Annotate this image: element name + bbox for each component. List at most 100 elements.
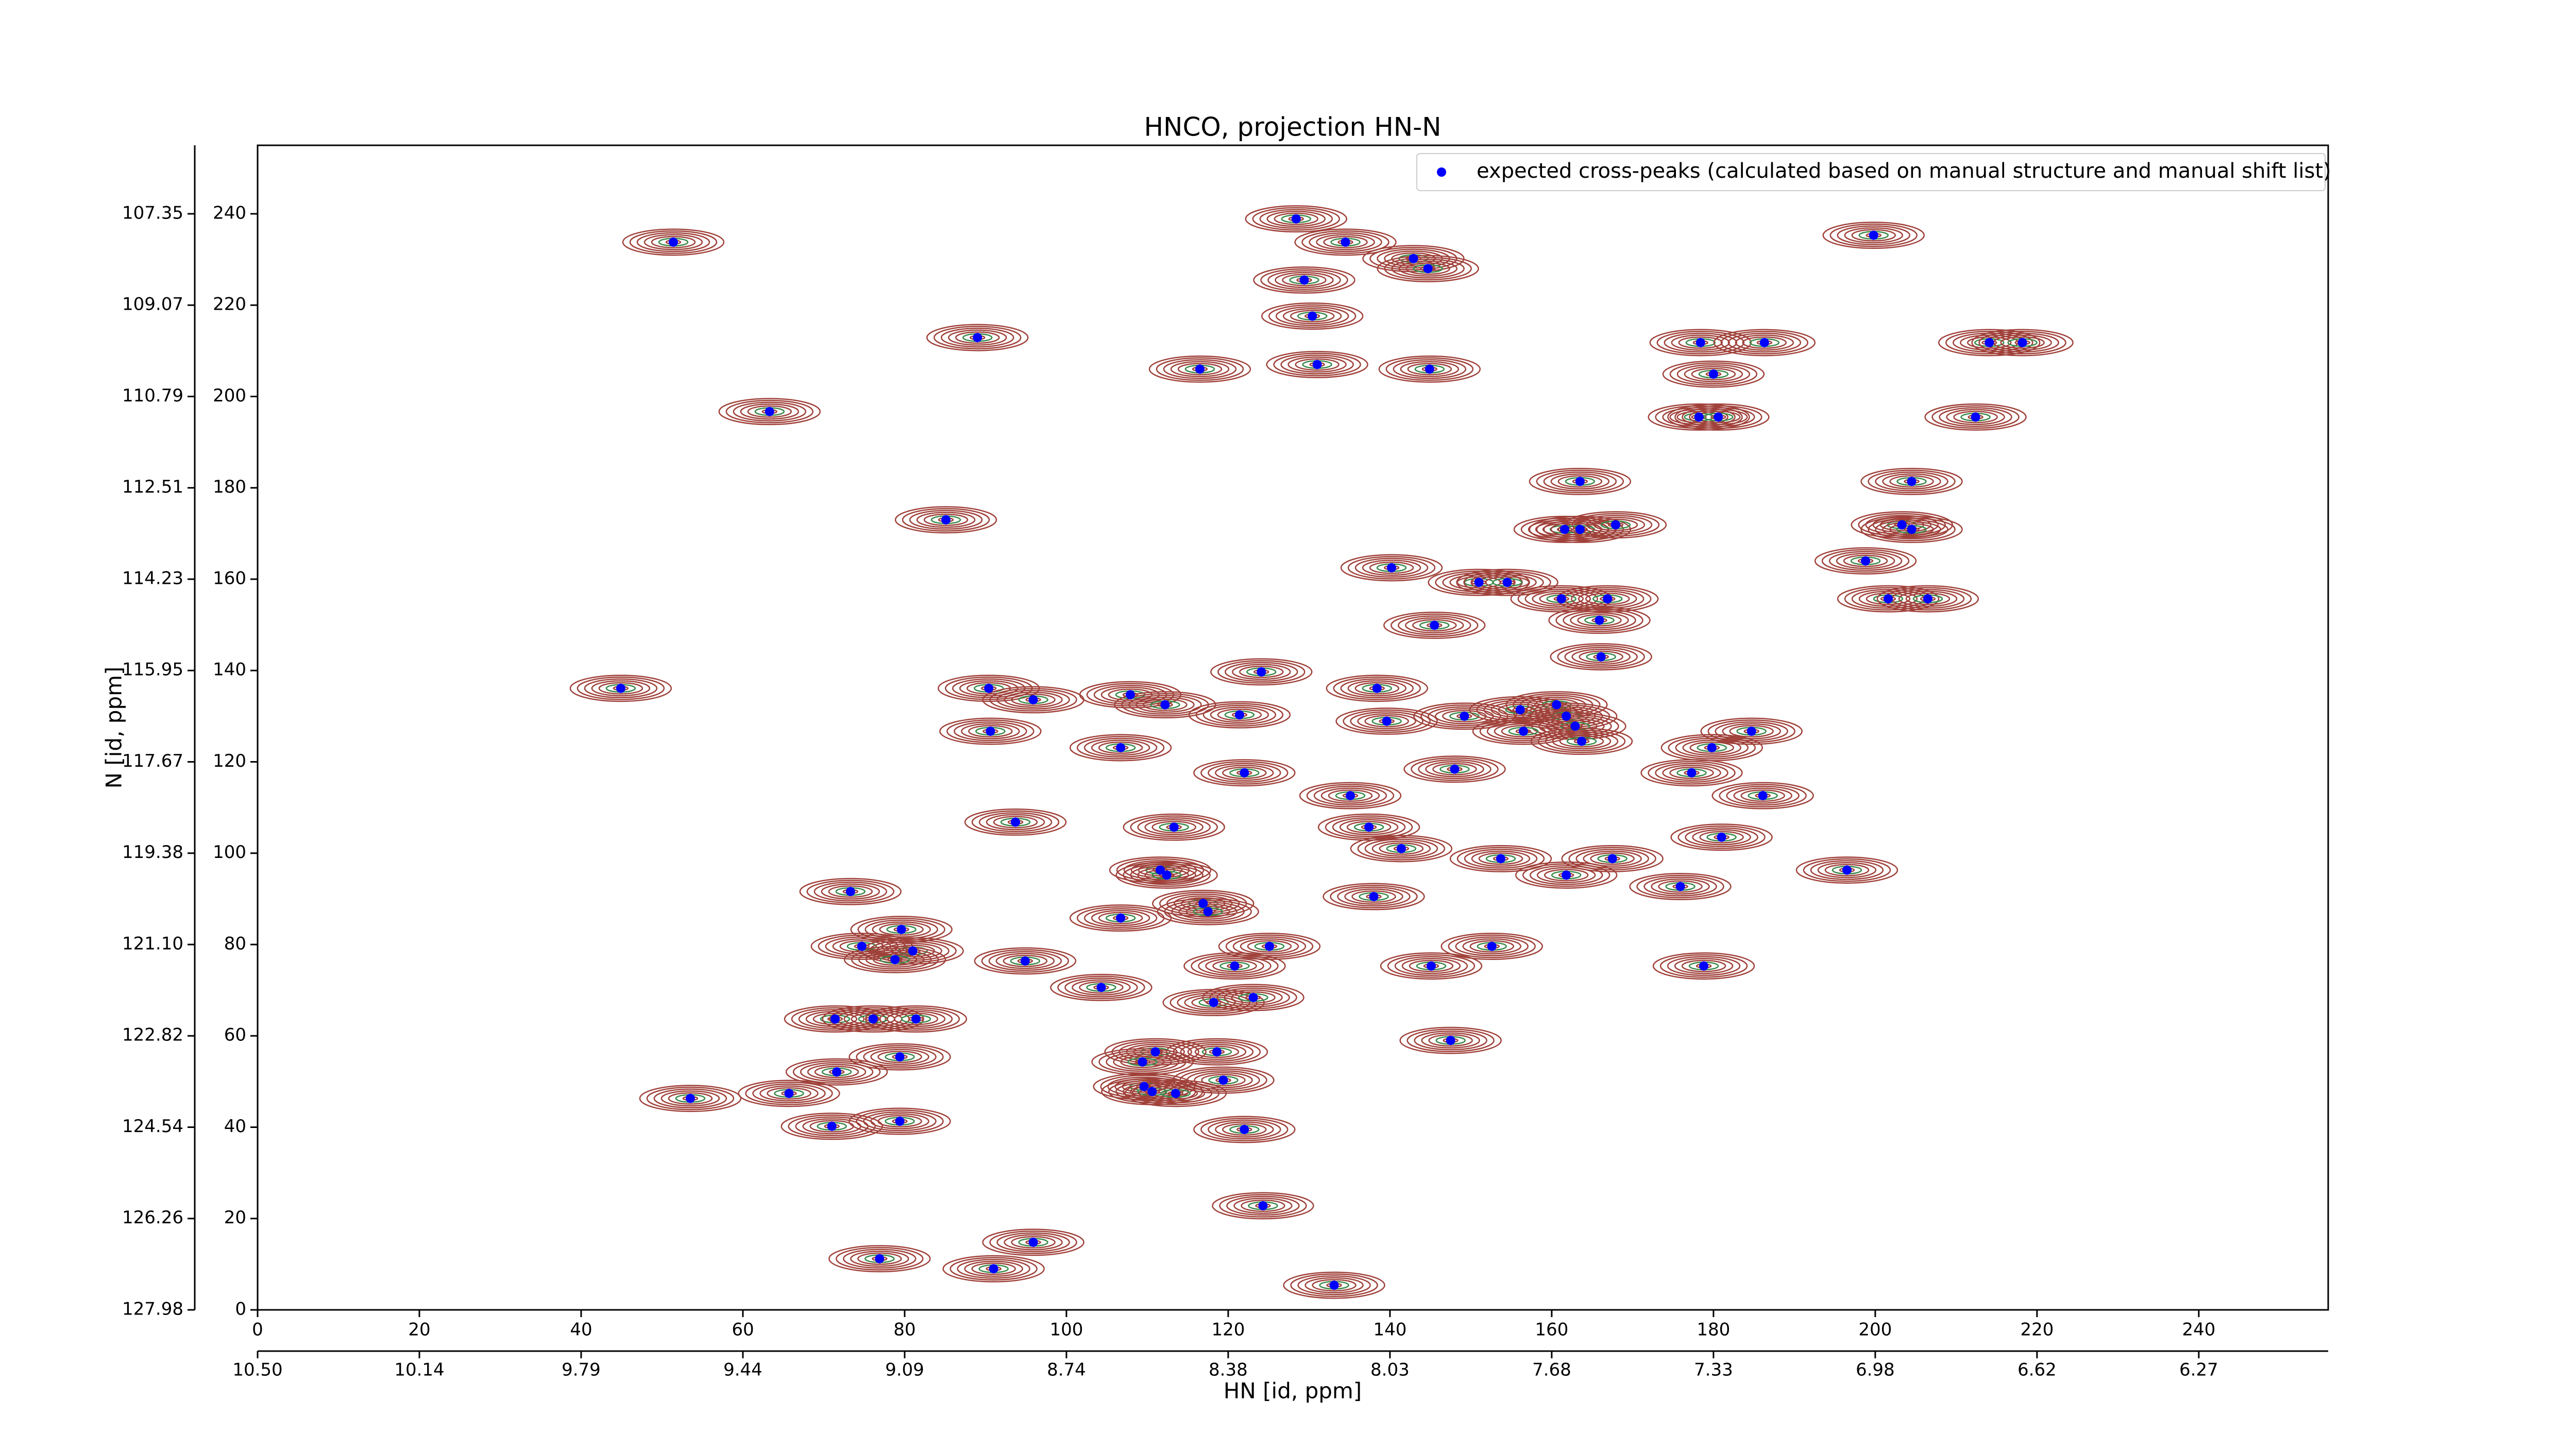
- cross-peak: [845, 887, 855, 897]
- contour: [961, 723, 1020, 739]
- contour: [843, 1249, 917, 1269]
- contour: [1371, 840, 1431, 857]
- contour: [1428, 706, 1501, 727]
- contour: [799, 878, 902, 905]
- contour: [995, 953, 1055, 969]
- cross-peak: [989, 1264, 998, 1274]
- contour: [577, 676, 665, 700]
- cross-peak: [765, 407, 774, 416]
- contour: [974, 947, 1077, 975]
- contour: [1662, 360, 1765, 388]
- x-axis-label: HN [id, ppm]: [1224, 1378, 1362, 1404]
- contour: [1231, 991, 1276, 1004]
- contour: [971, 810, 1060, 834]
- cross-peak: [1430, 620, 1439, 630]
- cross-peak: [1020, 956, 1030, 966]
- contour: [821, 883, 880, 900]
- cross-peak: [1869, 230, 1878, 240]
- contour: [1559, 735, 1604, 748]
- x2-tick-label: 6.62: [2018, 1360, 2057, 1380]
- plot-frame: [257, 144, 2329, 1311]
- contour: [1146, 1085, 1206, 1102]
- contour: [1240, 938, 1299, 955]
- contour: [1393, 359, 1467, 379]
- contour: [1449, 845, 1552, 872]
- contour: [569, 675, 672, 702]
- contour: [1829, 223, 1918, 247]
- cross-peak: [1116, 743, 1126, 752]
- contour: [1868, 469, 1956, 494]
- contour: [1050, 973, 1153, 1001]
- contour: [1177, 363, 1223, 376]
- contour: [879, 1009, 953, 1029]
- contour: [1412, 619, 1457, 632]
- contour: [1876, 585, 1979, 613]
- contour: [1136, 697, 1195, 713]
- contour: [1069, 904, 1172, 932]
- contour: [1188, 701, 1291, 729]
- cross-peak: [1423, 264, 1433, 274]
- cross-peak: [857, 941, 867, 951]
- contour: [863, 1047, 937, 1067]
- contour: [1339, 819, 1399, 835]
- contour: [1131, 1082, 1220, 1105]
- cross-peak: [1116, 913, 1126, 923]
- contour: [1945, 331, 2033, 355]
- contour: [843, 946, 946, 973]
- contour: [1681, 959, 1726, 972]
- contour: [1187, 1043, 1247, 1060]
- contour: [1462, 938, 1521, 955]
- contour: [1106, 1052, 1179, 1072]
- legend-box: [1416, 153, 2326, 191]
- x-tick-label: 60: [732, 1320, 754, 1340]
- contour: [1217, 709, 1262, 721]
- y2-tick-label: 107.35: [122, 203, 183, 223]
- cross-peak: [1699, 961, 1709, 971]
- contour: [856, 1109, 944, 1133]
- cross-peak: [1369, 891, 1379, 901]
- contour: [1208, 763, 1281, 783]
- contour: [636, 232, 710, 252]
- y-tick-label: 40: [224, 1116, 246, 1137]
- cross-peak: [1450, 764, 1460, 774]
- cross-peak: [1577, 736, 1586, 746]
- contour: [1711, 782, 1814, 810]
- contour: [1824, 864, 1870, 877]
- contour: [792, 1060, 881, 1084]
- cross-peak: [1496, 854, 1505, 864]
- contour: [1470, 572, 1544, 593]
- contour: [876, 941, 950, 961]
- contour: [982, 1228, 1084, 1256]
- cross-peak: [1562, 870, 1571, 880]
- contour: [1536, 867, 1596, 883]
- contour: [814, 1066, 859, 1079]
- contour: [923, 513, 969, 526]
- contour: [1684, 366, 1743, 382]
- contour: [1656, 331, 1744, 355]
- contour: [1682, 407, 1755, 427]
- contour: [955, 331, 1000, 344]
- cross-peak: [1396, 844, 1406, 853]
- contour: [1742, 336, 1787, 349]
- cross-peak: [1198, 899, 1208, 908]
- cross-peak: [1364, 822, 1374, 832]
- cross-peak: [1011, 817, 1021, 827]
- cross-peak: [1169, 822, 1179, 832]
- contour: [1306, 784, 1395, 807]
- contour: [1875, 471, 1948, 492]
- contour: [879, 923, 924, 936]
- cross-peak: [1675, 882, 1685, 891]
- contour: [1357, 837, 1446, 861]
- contour: [591, 680, 651, 697]
- contour: [1648, 403, 1750, 431]
- contour: [1682, 739, 1741, 756]
- contour: [1245, 205, 1348, 233]
- cross-peak: [1714, 412, 1723, 422]
- contour: [584, 678, 658, 699]
- contour: [1344, 888, 1403, 905]
- contour: [996, 1232, 1070, 1253]
- contour: [971, 1262, 1016, 1275]
- y2-tick-label: 126.26: [122, 1207, 183, 1228]
- contour: [1851, 229, 1896, 242]
- contour: [1456, 568, 1558, 596]
